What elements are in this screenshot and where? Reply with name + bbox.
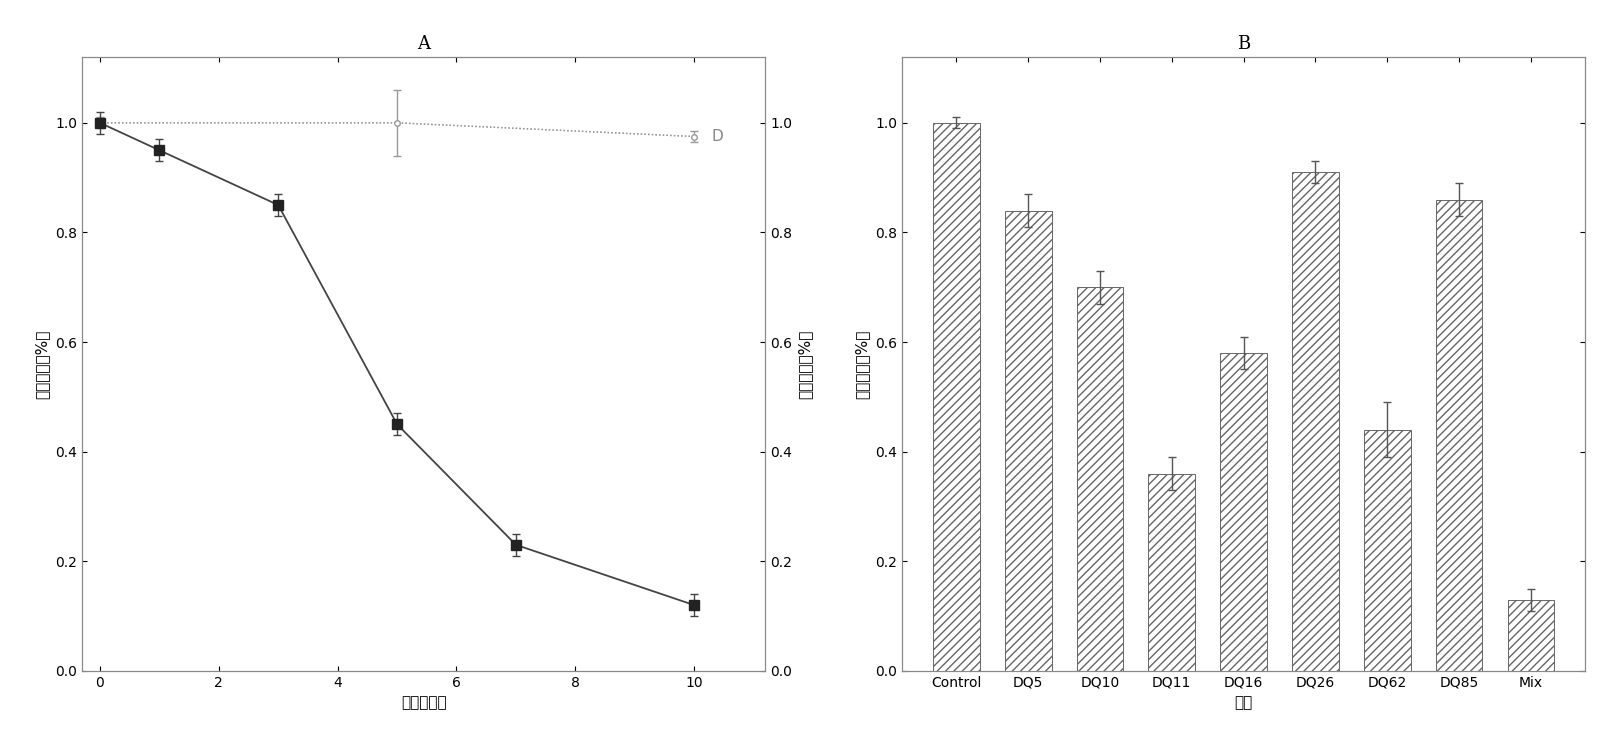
Title: A: A xyxy=(418,35,431,53)
Bar xyxy=(933,123,980,670)
Text: D: D xyxy=(711,129,724,144)
Y-axis label: 残留原油（%）: 残留原油（%） xyxy=(854,329,870,399)
Y-axis label: 残留原油（%）: 残留原油（%） xyxy=(799,329,813,399)
Bar xyxy=(1077,288,1123,670)
Bar xyxy=(1149,474,1196,670)
Bar xyxy=(1220,353,1267,670)
X-axis label: 菌株: 菌株 xyxy=(1234,695,1252,710)
Bar xyxy=(1435,200,1482,670)
X-axis label: 时间（天）: 时间（天） xyxy=(402,695,447,710)
Y-axis label: 残留原油（%）: 残留原油（%） xyxy=(34,329,50,399)
Bar xyxy=(1508,600,1554,670)
Bar xyxy=(1293,172,1338,670)
Bar xyxy=(1364,430,1411,670)
Bar xyxy=(1004,211,1051,670)
Title: B: B xyxy=(1238,35,1251,53)
